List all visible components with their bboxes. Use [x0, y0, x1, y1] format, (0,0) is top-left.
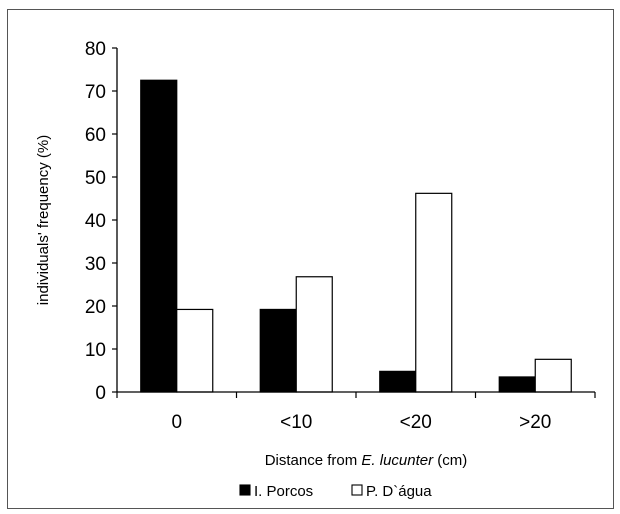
- legend: I. Porcos P. D`água: [239, 483, 432, 500]
- y-tick-label: 70: [85, 82, 106, 103]
- legend-swatch: [351, 484, 363, 496]
- x-axis-title-italic: E. lucunter: [361, 452, 434, 469]
- x-tick-label: <10: [280, 412, 312, 433]
- bar-series-1: [140, 79, 178, 393]
- x-axis-ticks: 0 <10 <20 >20: [116, 392, 596, 433]
- bar-series-2: [534, 358, 572, 393]
- bar-series-2: [295, 276, 333, 393]
- x-tick-label: >20: [519, 412, 551, 433]
- legend-label: P. D`água: [366, 483, 432, 500]
- bar-series-1: [259, 308, 297, 393]
- y-tick-label: 80: [85, 39, 106, 60]
- bar-series-1: [498, 376, 536, 393]
- y-tick-label: 30: [85, 254, 106, 275]
- y-tick-label: 0: [95, 383, 106, 404]
- y-tick-label: 20: [85, 297, 106, 318]
- bar-series-1: [379, 370, 417, 393]
- x-axis-title-prefix: Distance from: [265, 452, 362, 469]
- x-tick-label: <20: [400, 412, 432, 433]
- bars: [140, 79, 572, 393]
- y-axis-ticks: 0 10 20 30 40 50 60 70 80: [85, 39, 117, 404]
- y-tick-label: 40: [85, 211, 106, 232]
- y-tick-label: 50: [85, 168, 106, 189]
- legend-swatch: [239, 484, 251, 496]
- bar-series-2: [176, 308, 214, 393]
- y-tick-label: 60: [85, 125, 106, 146]
- x-axis-title-suffix: (cm): [433, 452, 467, 469]
- legend-label: I. Porcos: [254, 483, 313, 500]
- x-axis-title: Distance from E. lucunter (cm): [265, 452, 468, 469]
- y-tick-label: 10: [85, 340, 106, 361]
- bar-series-2: [415, 192, 453, 393]
- bar-chart: 0 10 20 30 40 50 60 70 80 0 <10 <20 >20 individuals…: [35, 39, 596, 500]
- y-axis-title: individuals' frequency (%): [35, 135, 52, 305]
- chart-figure: 0 10 20 30 40 50 60 70 80 0 <10 <20 >20 individuals…: [7, 9, 614, 509]
- x-tick-label: 0: [171, 412, 182, 433]
